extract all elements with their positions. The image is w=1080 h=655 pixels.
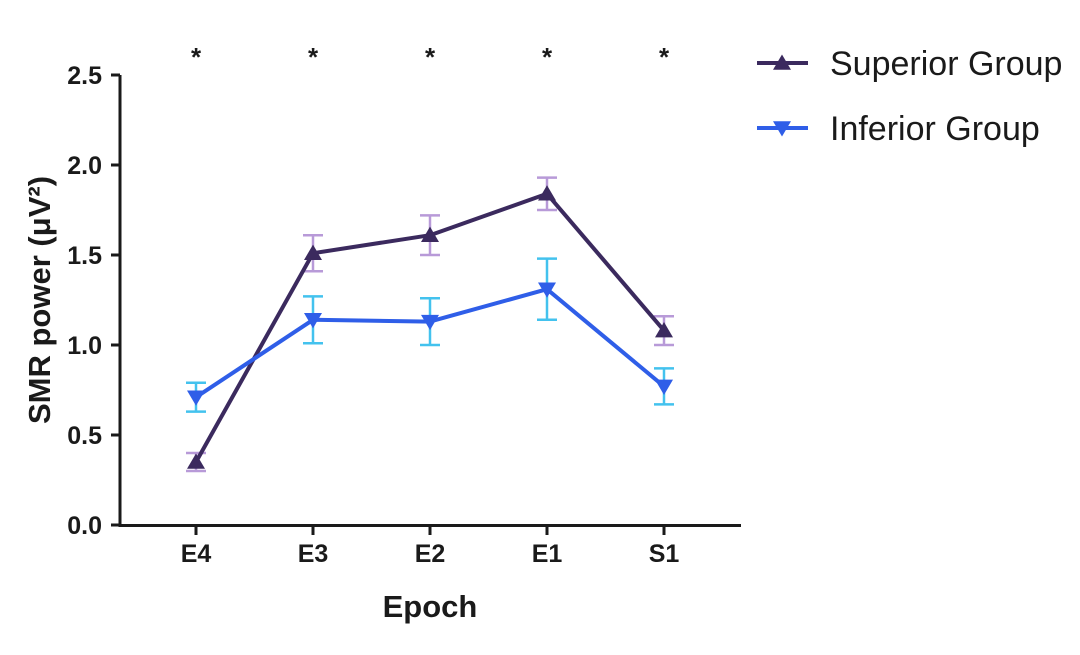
data-point (187, 390, 205, 406)
legend-marker (773, 54, 791, 70)
data-point (421, 226, 439, 242)
data-point (421, 314, 439, 331)
data-point (304, 244, 322, 260)
legend-label: Inferior Group (830, 110, 1040, 148)
legend-item: Superior Group (757, 45, 1062, 83)
y-tick-label: 0.0 (67, 512, 102, 540)
legend-label: Superior Group (830, 45, 1062, 83)
series-inferior-group (186, 257, 674, 413)
error-bars (186, 257, 674, 413)
series-superior-group (186, 176, 674, 473)
significance-asterisk: * (425, 42, 436, 72)
y-axis-title: SMR power (μV²) (22, 176, 57, 424)
legend: Superior Group Inferior Group (757, 45, 1062, 148)
legend-item: Inferior Group (757, 110, 1040, 148)
significance-asterisk: * (659, 42, 670, 72)
significance-asterisk: * (542, 42, 553, 72)
legend-marker (773, 121, 791, 137)
y-axis-ticks: 0.0 0.5 1.0 1.5 2.0 2.5 (67, 62, 120, 540)
x-tick-label: E2 (415, 540, 446, 568)
data-point (304, 313, 322, 329)
x-tick-label: E1 (532, 540, 563, 568)
x-axis-title: Epoch (383, 589, 478, 624)
data-point (187, 453, 205, 469)
x-tick-label: E3 (298, 540, 329, 568)
y-tick-label: 1.5 (67, 242, 102, 270)
series-layer (186, 176, 674, 473)
data-point (538, 185, 556, 201)
x-axis-ticks: E4 E3 E2 E1 S1 (181, 525, 680, 568)
y-tick-label: 2.5 (67, 62, 102, 90)
data-point (538, 282, 556, 298)
x-tick-label: E4 (181, 540, 212, 568)
data-point (655, 322, 673, 338)
significance-asterisk: * (191, 42, 202, 72)
significance-markers: * * * * * (191, 42, 670, 72)
y-tick-label: 2.0 (67, 152, 102, 180)
significance-asterisk: * (308, 42, 319, 72)
y-tick-label: 1.0 (67, 332, 102, 360)
x-tick-label: S1 (649, 540, 680, 568)
y-tick-label: 0.5 (67, 422, 102, 450)
data-point (655, 379, 673, 395)
